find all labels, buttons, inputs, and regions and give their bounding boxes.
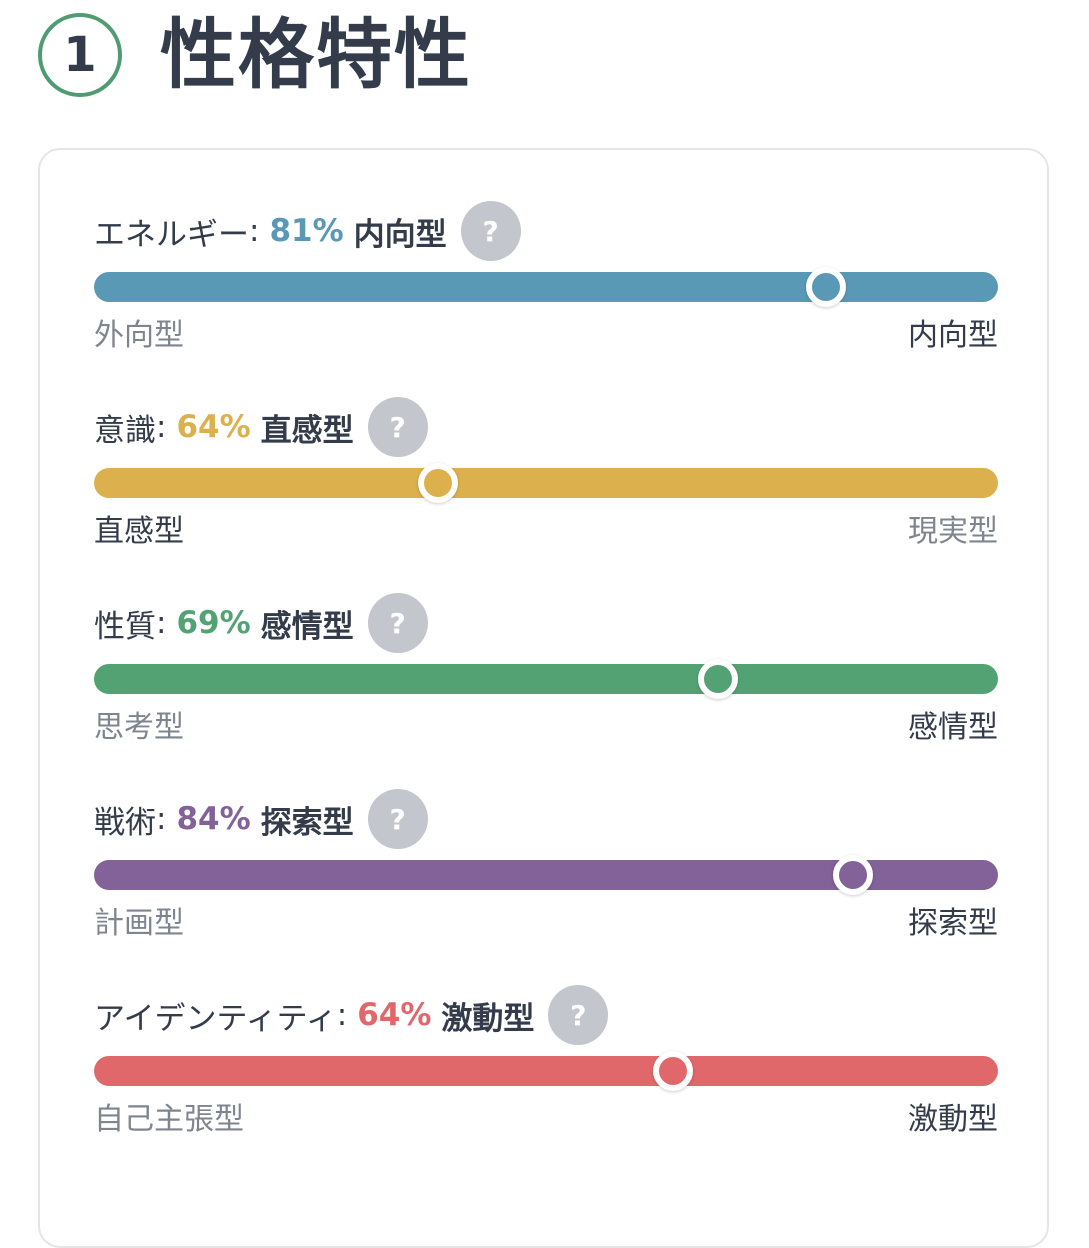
trait-right-pole: 現実型 (908, 514, 998, 549)
question-mark-icon: ? (482, 214, 499, 248)
trait-left-pole: 計画型 (94, 906, 184, 941)
question-mark-icon: ? (570, 998, 587, 1032)
trait-slider-knob (697, 659, 738, 699)
trait-name: 性質 (94, 608, 156, 645)
trait-name: アイデンティティ (94, 1000, 337, 1037)
trait-header: エネルギー: 81% 内向型 ? (94, 200, 521, 262)
help-button[interactable]: ? (367, 593, 428, 653)
trait-slider-track (94, 855, 998, 895)
help-button[interactable]: ? (460, 201, 521, 261)
trait-result: 激動型 (441, 1000, 535, 1037)
trait-percent: 84% (176, 801, 251, 837)
trait-name: エネルギー (94, 216, 249, 253)
trait-slider-track (94, 267, 998, 307)
section-number-badge: 1 (38, 13, 122, 97)
trait-header: 性質: 69% 感情型 ? (94, 592, 428, 654)
trait-slider-knob (652, 1051, 693, 1091)
trait-percent: 64% (176, 409, 251, 445)
trait-header: 戦術: 84% 探索型 ? (94, 788, 428, 850)
trait-result: 内向型 (353, 216, 447, 253)
trait-header: 意識: 64% 直感型 ? (94, 396, 428, 458)
help-button[interactable]: ? (367, 789, 428, 849)
trait-name: 意識 (94, 412, 156, 449)
trait-name: 戦術 (94, 804, 156, 841)
question-mark-icon: ? (389, 802, 406, 836)
help-button[interactable]: ? (367, 397, 428, 457)
trait-slider-knob (833, 855, 874, 895)
trait-slider-knob (806, 267, 847, 307)
trait-slider-track (94, 463, 998, 503)
trait-percent: 69% (176, 605, 251, 641)
trait-header: アイデンティティ: 64% 激動型 ? (94, 984, 609, 1046)
trait-energy: エネルギー: 81% 内向型 ? 外向型 内向型 (94, 200, 998, 370)
trait-right-pole: 内向型 (908, 318, 998, 353)
trait-right-pole: 激動型 (908, 1102, 998, 1137)
trait-result: 探索型 (260, 804, 354, 841)
trait-percent: 64% (357, 997, 432, 1033)
trait-result: 感情型 (260, 608, 354, 645)
question-mark-icon: ? (389, 410, 406, 444)
section-title: 性格特性 (160, 10, 472, 99)
trait-nature: 性質: 69% 感情型 ? 思考型 感情型 (94, 592, 998, 762)
question-mark-icon: ? (389, 606, 406, 640)
help-button[interactable]: ? (548, 985, 609, 1045)
trait-percent: 81% (269, 213, 344, 249)
personality-traits-card: エネルギー: 81% 内向型 ? 外向型 内向型 意識: 64% 直感型 ? 直… (38, 148, 1049, 1248)
trait-slider-track (94, 1051, 998, 1091)
trait-slider-track (94, 659, 998, 699)
trait-slider-knob (417, 463, 458, 503)
trait-result: 直感型 (260, 412, 354, 449)
trait-mind: 意識: 64% 直感型 ? 直感型 現実型 (94, 396, 998, 566)
trait-left-pole: 思考型 (94, 710, 184, 745)
trait-right-pole: 感情型 (908, 710, 998, 745)
trait-tactics: 戦術: 84% 探索型 ? 計画型 探索型 (94, 788, 998, 958)
trait-right-pole: 探索型 (908, 906, 998, 941)
section-heading: 1 性格特性 (38, 8, 472, 102)
trait-identity: アイデンティティ: 64% 激動型 ? 自己主張型 激動型 (94, 984, 998, 1154)
trait-left-pole: 直感型 (94, 514, 184, 549)
trait-left-pole: 外向型 (94, 318, 184, 353)
trait-left-pole: 自己主張型 (94, 1102, 244, 1137)
